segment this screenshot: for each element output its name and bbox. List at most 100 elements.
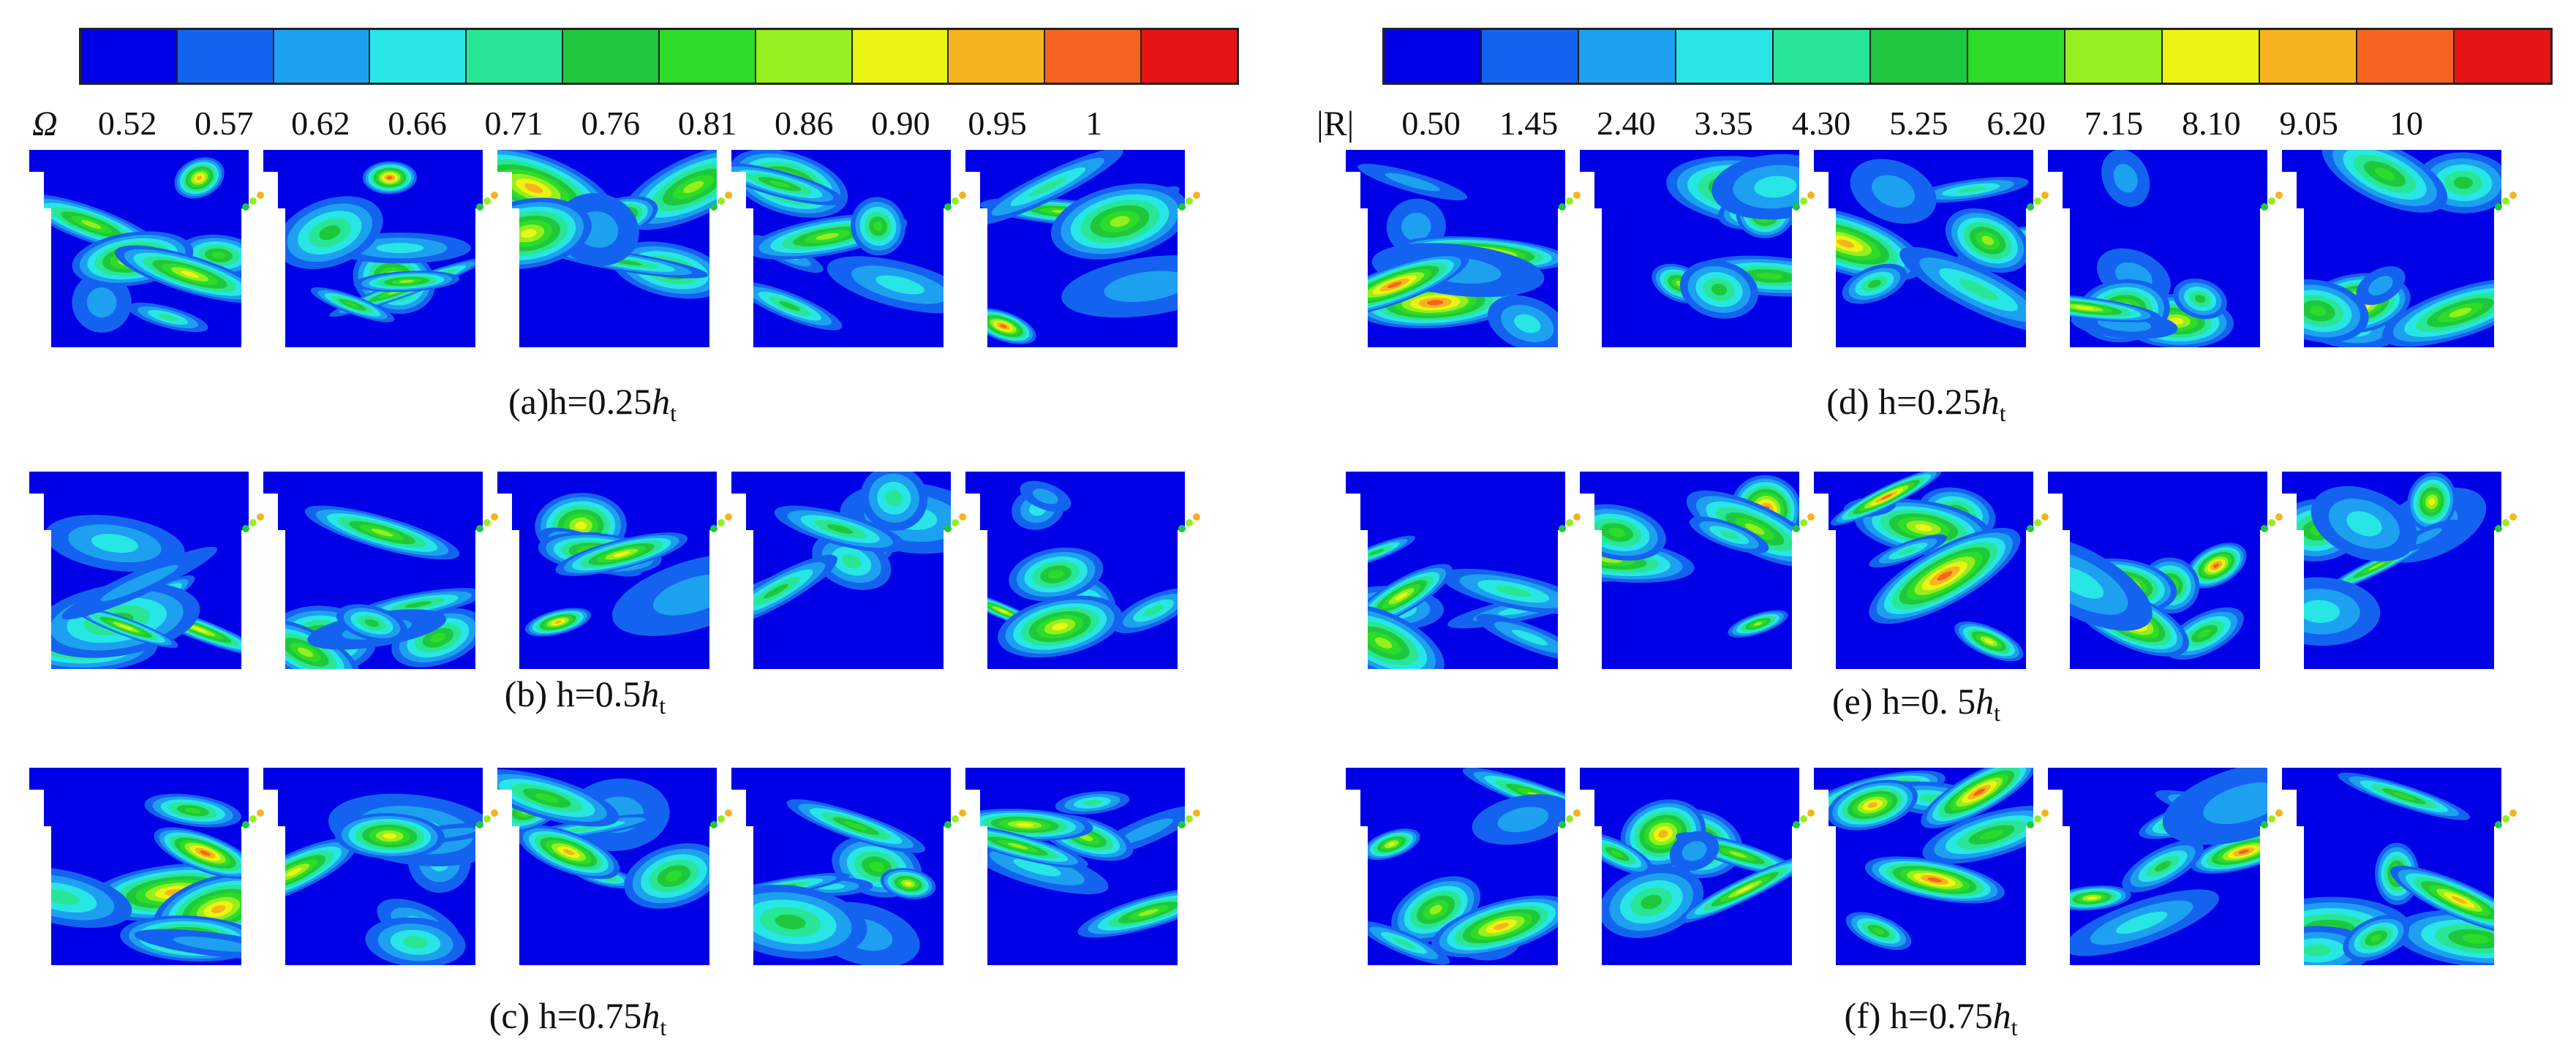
colorbar-tick-label: 1 xyxy=(1085,105,1103,142)
colorbar-tick-label: 4.30 xyxy=(1791,105,1851,142)
cascade-cell xyxy=(1346,150,1581,347)
cascade-cell xyxy=(2048,150,2283,347)
cascade-cell xyxy=(29,768,264,965)
omega-symbol: Ω xyxy=(32,105,58,143)
caption-d-var: h xyxy=(1981,381,2000,422)
colorbar-tick-label: 0.95 xyxy=(968,105,1027,142)
caption-f-text: (f) h=0.75 xyxy=(1844,995,1993,1036)
caption-c-var: h xyxy=(641,995,660,1036)
colorbar-segment xyxy=(1774,30,1871,83)
panel-c-omega-contour xyxy=(29,768,1273,965)
caption-b: (b) h=0.5ht xyxy=(505,673,666,719)
cascade-cell xyxy=(1814,472,2049,669)
cascade-cell xyxy=(1346,472,1581,669)
caption-f-sub: t xyxy=(2011,1014,2018,1040)
r-symbol: |R| xyxy=(1317,105,1355,143)
colorbar-tick-label: 1.45 xyxy=(1499,105,1559,142)
panel-a-omega-contour xyxy=(29,150,1273,347)
colorbar-tick-label: 5.25 xyxy=(1889,105,1948,142)
colorbar-segment xyxy=(274,30,371,83)
colorbar-tick-label: 2.40 xyxy=(1597,105,1656,142)
cascade-cell xyxy=(2282,768,2517,965)
colorbar-segment xyxy=(949,30,1046,83)
colorbar-tick-label: 0.50 xyxy=(1401,105,1461,142)
colorbar-segment xyxy=(563,30,660,83)
cascade-cell xyxy=(263,150,498,347)
colorbar-segment xyxy=(1045,30,1142,83)
colorbar-segment xyxy=(1482,30,1579,83)
colorbar-tick-label: 0.62 xyxy=(291,105,350,142)
colorbar-tick-label: 0.57 xyxy=(195,105,254,142)
omega-colorbar-legend: Ω 0.52 0.57 0.62 0.66 0.71 0.76 0.81 0.86 0.90 0.… xyxy=(0,28,1243,152)
colorbar-segment xyxy=(852,30,949,83)
colorbar-segment xyxy=(81,30,178,83)
colorbar-segment xyxy=(370,30,467,83)
colorbar-tick-label: 0.86 xyxy=(775,105,834,142)
colorbar-tick-label: 0.76 xyxy=(581,105,641,142)
colorbar-segment xyxy=(1142,30,1237,83)
colorbar-segment xyxy=(2357,30,2455,83)
colorbar-segment xyxy=(2260,30,2357,83)
caption-c: (c) h=0.75ht xyxy=(489,994,667,1041)
cascade-cell xyxy=(731,472,966,669)
panel-d-r-contour xyxy=(1346,150,2576,347)
cascade-cell xyxy=(965,472,1200,669)
panel-e-r-contour xyxy=(1346,472,2576,669)
colorbar-segment xyxy=(2455,30,2550,83)
colorbar-segment xyxy=(756,30,853,83)
cascade-cell xyxy=(731,768,966,965)
colorbar-tick-label: 0.81 xyxy=(677,105,737,142)
colorbar-segment xyxy=(1871,30,1968,83)
cascade-cell xyxy=(497,768,732,965)
colorbar-tick-label: 10 xyxy=(2389,105,2423,142)
caption-a-var: h xyxy=(652,381,671,422)
cascade-cell xyxy=(1580,472,1815,669)
caption-e: (e) h=0. 5ht xyxy=(1832,680,2000,727)
colorbar-segment xyxy=(2065,30,2163,83)
panel-b-omega-contour xyxy=(29,472,1273,669)
cascade-cell xyxy=(2048,472,2283,669)
caption-b-var: h xyxy=(641,673,660,714)
omega-ticks: 0.52 0.57 0.62 0.66 0.71 0.76 0.81 0.86 0.90 0.95… xyxy=(0,104,1243,148)
r-colorbar-legend: |R| 0.50 1.45 2.40 3.35 4.30 5.25 6.20 7.15 8.10… xyxy=(1309,28,2567,152)
cascade-cell xyxy=(29,150,264,347)
cascade-cell xyxy=(497,472,732,669)
cascade-cell xyxy=(965,150,1200,347)
colorbar-tick-label: 9.05 xyxy=(2279,105,2338,142)
caption-b-text: (b) h=0.5 xyxy=(504,673,641,714)
caption-a-text: (a)h=0.25 xyxy=(508,381,652,422)
panel-f-r-contour xyxy=(1346,768,2576,965)
omega-colorbar xyxy=(79,28,1239,85)
cascade-cell xyxy=(731,150,966,347)
r-colorbar xyxy=(1382,28,2553,85)
caption-e-var: h xyxy=(1976,681,1995,722)
caption-e-sub: t xyxy=(1994,700,2001,726)
cascade-cell xyxy=(497,150,732,347)
colorbar-tick-label: 7.15 xyxy=(2084,105,2144,142)
caption-a: (a)h=0.25ht xyxy=(508,380,677,427)
colorbar-tick-label: 0.52 xyxy=(97,105,157,142)
colorbar-segment xyxy=(1968,30,2065,83)
cascade-cell xyxy=(2048,768,2283,965)
caption-f: (f) h=0.75ht xyxy=(1844,994,2017,1041)
caption-b-sub: t xyxy=(659,692,666,719)
caption-a-sub: t xyxy=(670,400,677,426)
colorbar-tick-label: 3.35 xyxy=(1694,105,1753,142)
colorbar-segment xyxy=(1676,30,1774,83)
caption-d-text: (d) h=0.25 xyxy=(1826,381,1981,422)
cascade-cell xyxy=(29,472,264,669)
cascade-cell xyxy=(1814,768,2049,965)
colorbar-segment xyxy=(659,30,756,83)
cascade-cell xyxy=(263,768,498,965)
colorbar-segment xyxy=(1385,30,1482,83)
colorbar-segment xyxy=(177,30,274,83)
colorbar-segment xyxy=(1579,30,1676,83)
colorbar-tick-label: 0.71 xyxy=(484,105,544,142)
colorbar-tick-label: 0.90 xyxy=(871,105,930,142)
cascade-cell xyxy=(263,472,498,669)
cascade-cell xyxy=(965,768,1200,965)
cascade-cell xyxy=(1814,150,2049,347)
colorbar-segment xyxy=(467,30,564,83)
cascade-cell xyxy=(1580,150,1815,347)
r-ticks: 0.50 1.45 2.40 3.35 4.30 5.25 6.20 7.15 8.10 9.05… xyxy=(1309,104,2567,148)
